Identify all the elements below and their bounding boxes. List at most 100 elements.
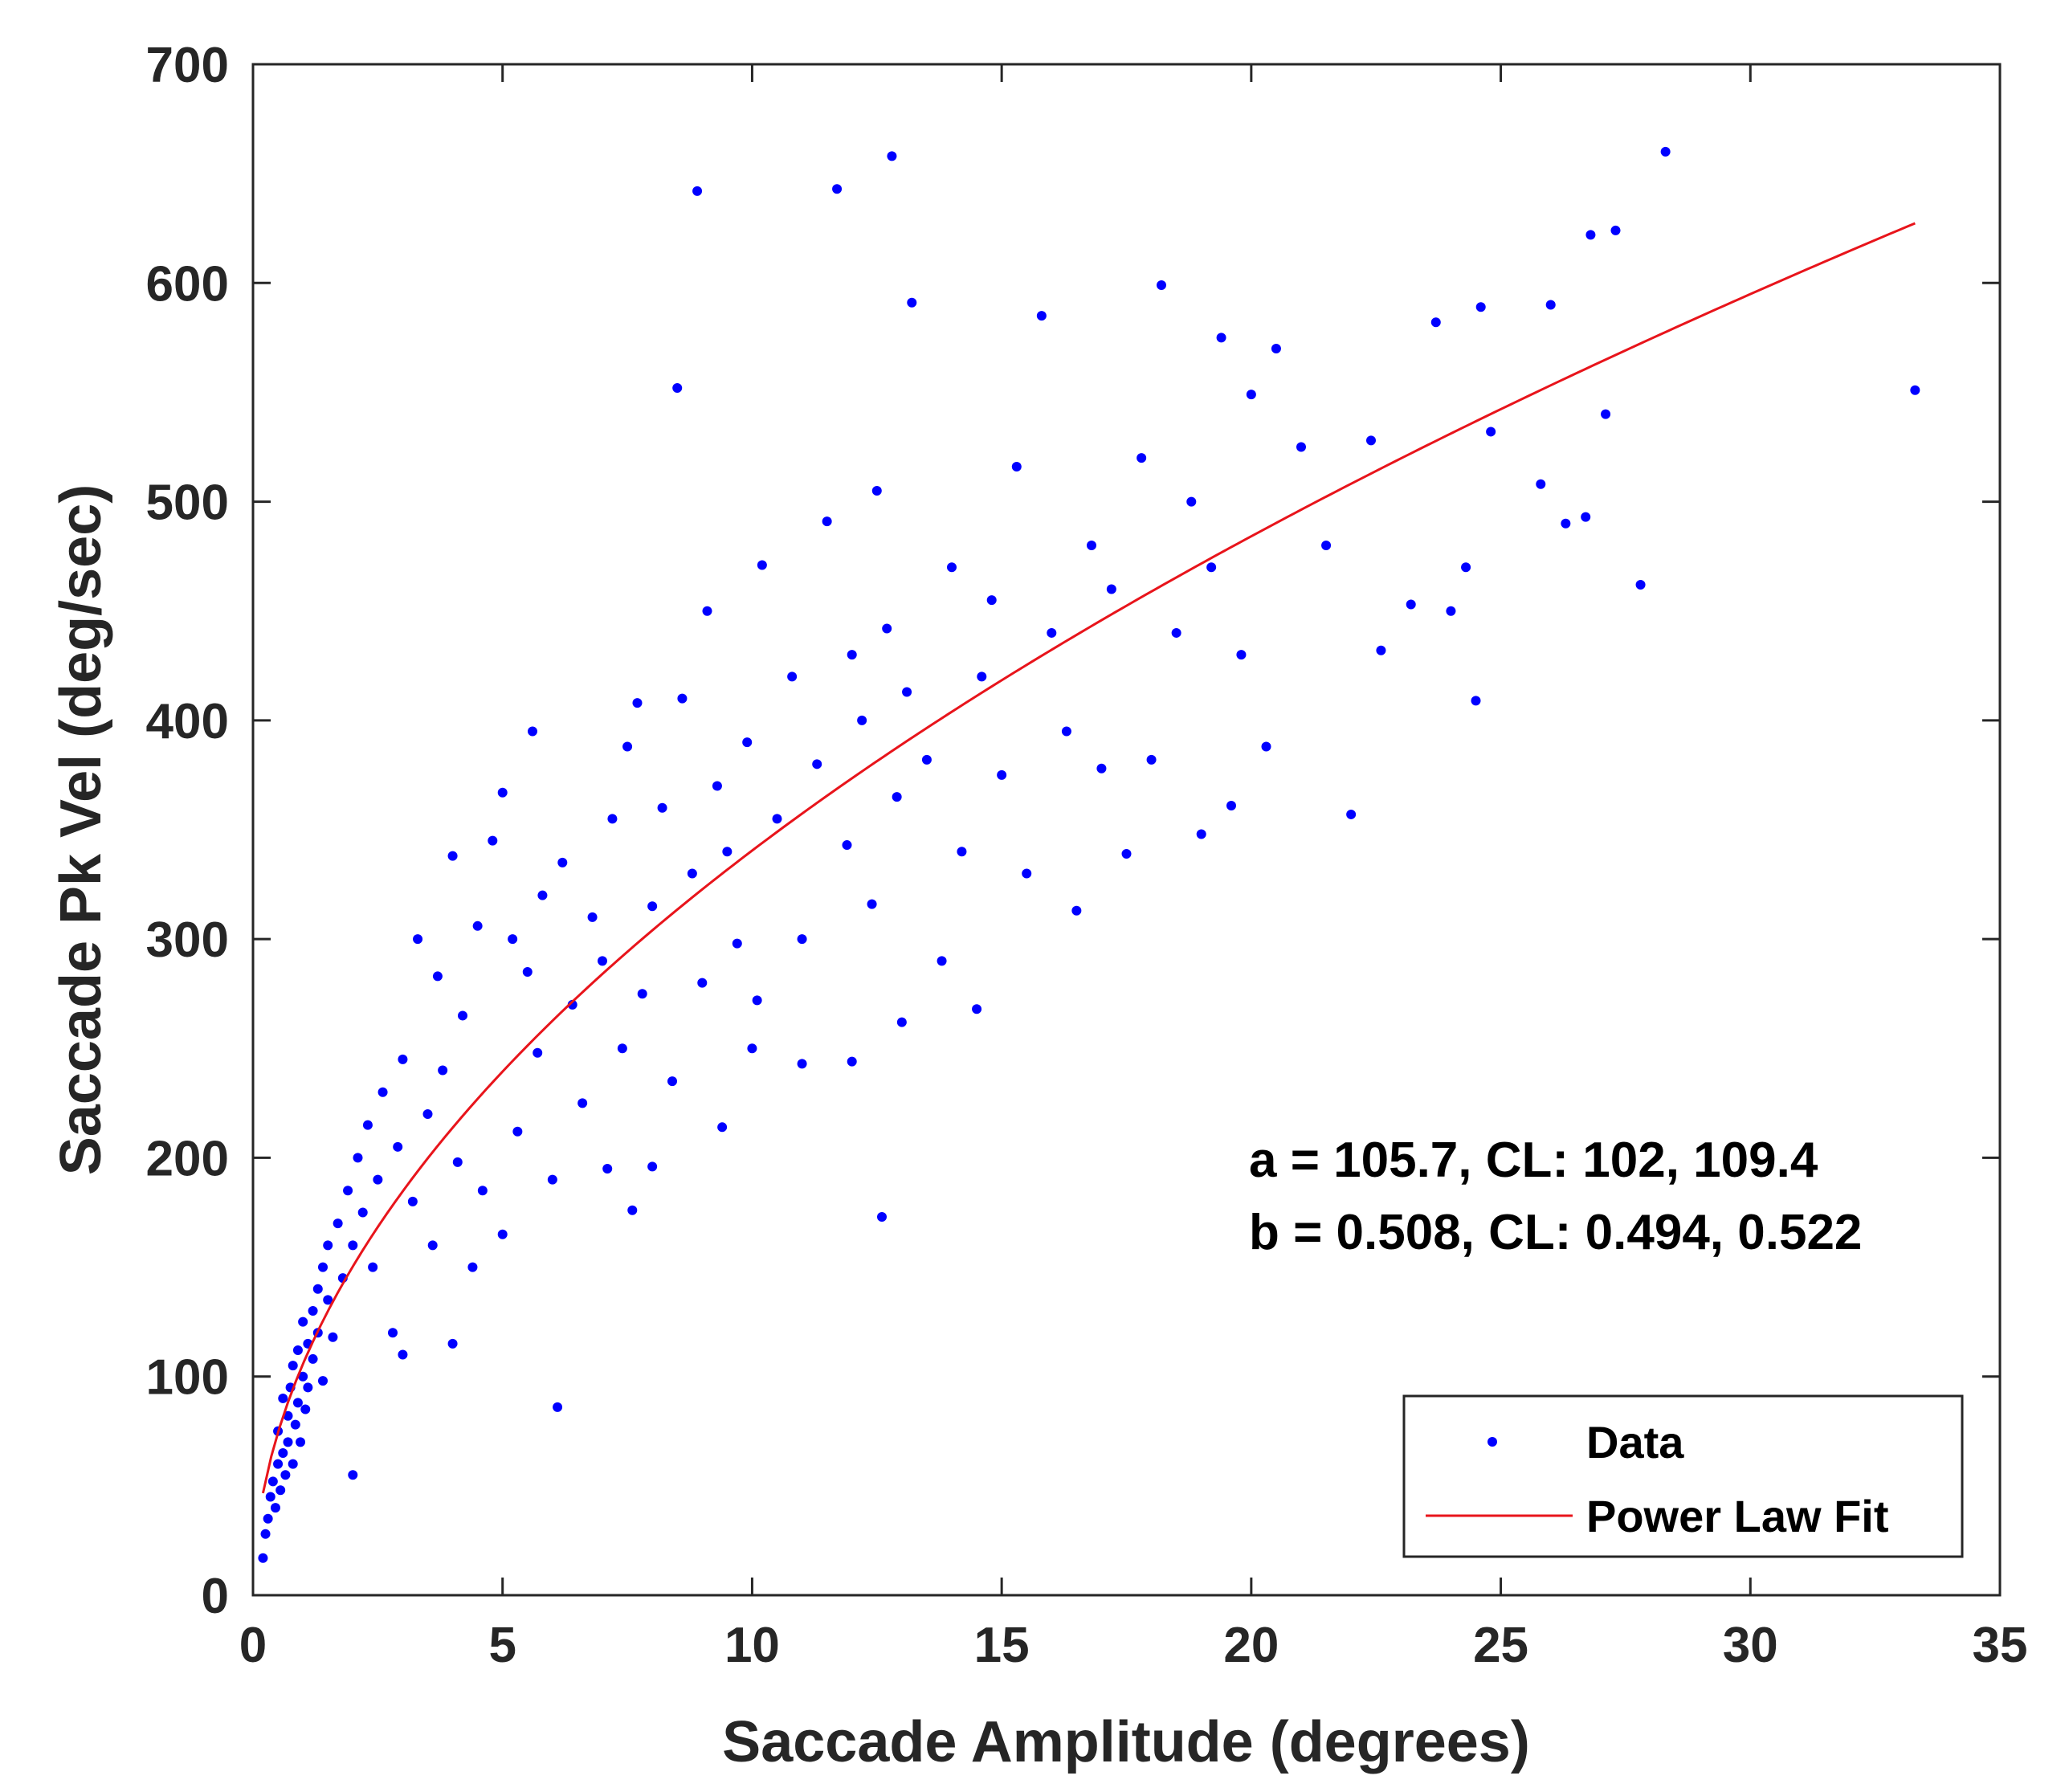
x-tick-label: 35 [1973,1618,2028,1673]
data-point [388,1328,398,1338]
data-point [377,1087,388,1097]
data-point [1366,435,1376,446]
data-point [722,847,733,857]
data-point [632,698,643,708]
data-point [1206,562,1217,573]
data-point [1011,462,1022,472]
data-point [1106,584,1116,594]
data-point [1022,868,1032,879]
data-point [263,1513,273,1524]
data-point [265,1492,275,1502]
legend-data-label: Data [1586,1417,1684,1467]
data-point [298,1316,308,1327]
data-point [622,741,633,752]
data-point [477,1186,488,1196]
x-tick-label: 5 [488,1618,516,1673]
data-point [812,759,822,769]
data-point [921,754,932,765]
data-point [467,1262,478,1272]
data-point [1296,442,1306,452]
annotation-a: a = 105.7, CL: 102, 109.4 [1249,1133,1818,1188]
data-point [398,1054,408,1064]
data-point [1601,409,1611,419]
data-point [687,868,697,879]
y-tick-label: 0 [202,1569,229,1624]
data-point [957,847,967,857]
data-point [270,1503,280,1513]
data-point [267,1476,278,1487]
x-tick-label: 25 [1473,1618,1528,1673]
data-point [1406,599,1416,610]
data-point [1346,809,1357,819]
data-point [512,1126,523,1137]
data-point [288,1459,298,1469]
data-point [328,1332,338,1342]
data-point [1545,300,1556,310]
data-point [333,1218,343,1229]
data-point [353,1153,363,1163]
data-point [902,687,912,697]
data-point [1196,829,1206,839]
data-point [947,562,957,573]
data-point [1581,512,1591,522]
y-tick-label: 500 [146,476,229,531]
y-tick-label: 200 [146,1131,229,1186]
tick-labels: 0 5 10 15 20 25 30 35 0 100 200 300 400 500 600 700 [146,38,2028,1673]
data-point [797,934,807,945]
data-point [547,1174,557,1185]
data-point [357,1207,368,1218]
data-point [757,560,767,570]
data-point [292,1398,303,1408]
data-point [1071,905,1082,916]
data-point [702,606,712,616]
data-point [857,715,867,725]
data-point [772,814,782,824]
y-tick-label: 600 [146,256,229,312]
data-point [1146,754,1157,765]
data-point [847,650,857,660]
data-point [298,1371,308,1382]
data-point [422,1108,433,1119]
data-point [577,1098,588,1108]
data-point [1461,562,1471,573]
data-point [278,1448,288,1459]
data-point [847,1056,857,1067]
data-point [273,1459,284,1469]
data-point [977,671,987,682]
data-point [972,1004,982,1014]
data-point [657,802,667,813]
data-point [1536,479,1546,489]
data-point [607,814,618,824]
data-point [1096,763,1107,774]
data-point [557,857,568,867]
data-point [368,1262,378,1272]
data-point [318,1376,328,1386]
data-point [1610,225,1621,235]
data-point [275,1485,286,1496]
data-point [312,1284,323,1294]
data-point [308,1353,318,1364]
data-point [432,971,443,982]
data-point [508,934,518,945]
data-point [602,1164,613,1174]
data-point [292,1345,303,1356]
data-point [393,1141,403,1152]
x-axis-title: Saccade Amplitude (degrees) [722,1710,1530,1774]
data-point [587,912,598,922]
data-point [677,693,688,704]
data-point [1157,280,1166,291]
data-point [323,1240,333,1251]
data-point [447,851,458,861]
data-point [1171,627,1181,638]
data-point [896,1017,907,1027]
data-point [427,1240,438,1251]
data-point [637,989,647,999]
data-point [1475,302,1486,312]
data-point [1585,230,1596,240]
data-point [1061,726,1071,737]
y-tick-label: 300 [146,912,229,968]
data-point [300,1404,311,1414]
data-point [303,1382,313,1393]
data-points [258,146,1920,1563]
